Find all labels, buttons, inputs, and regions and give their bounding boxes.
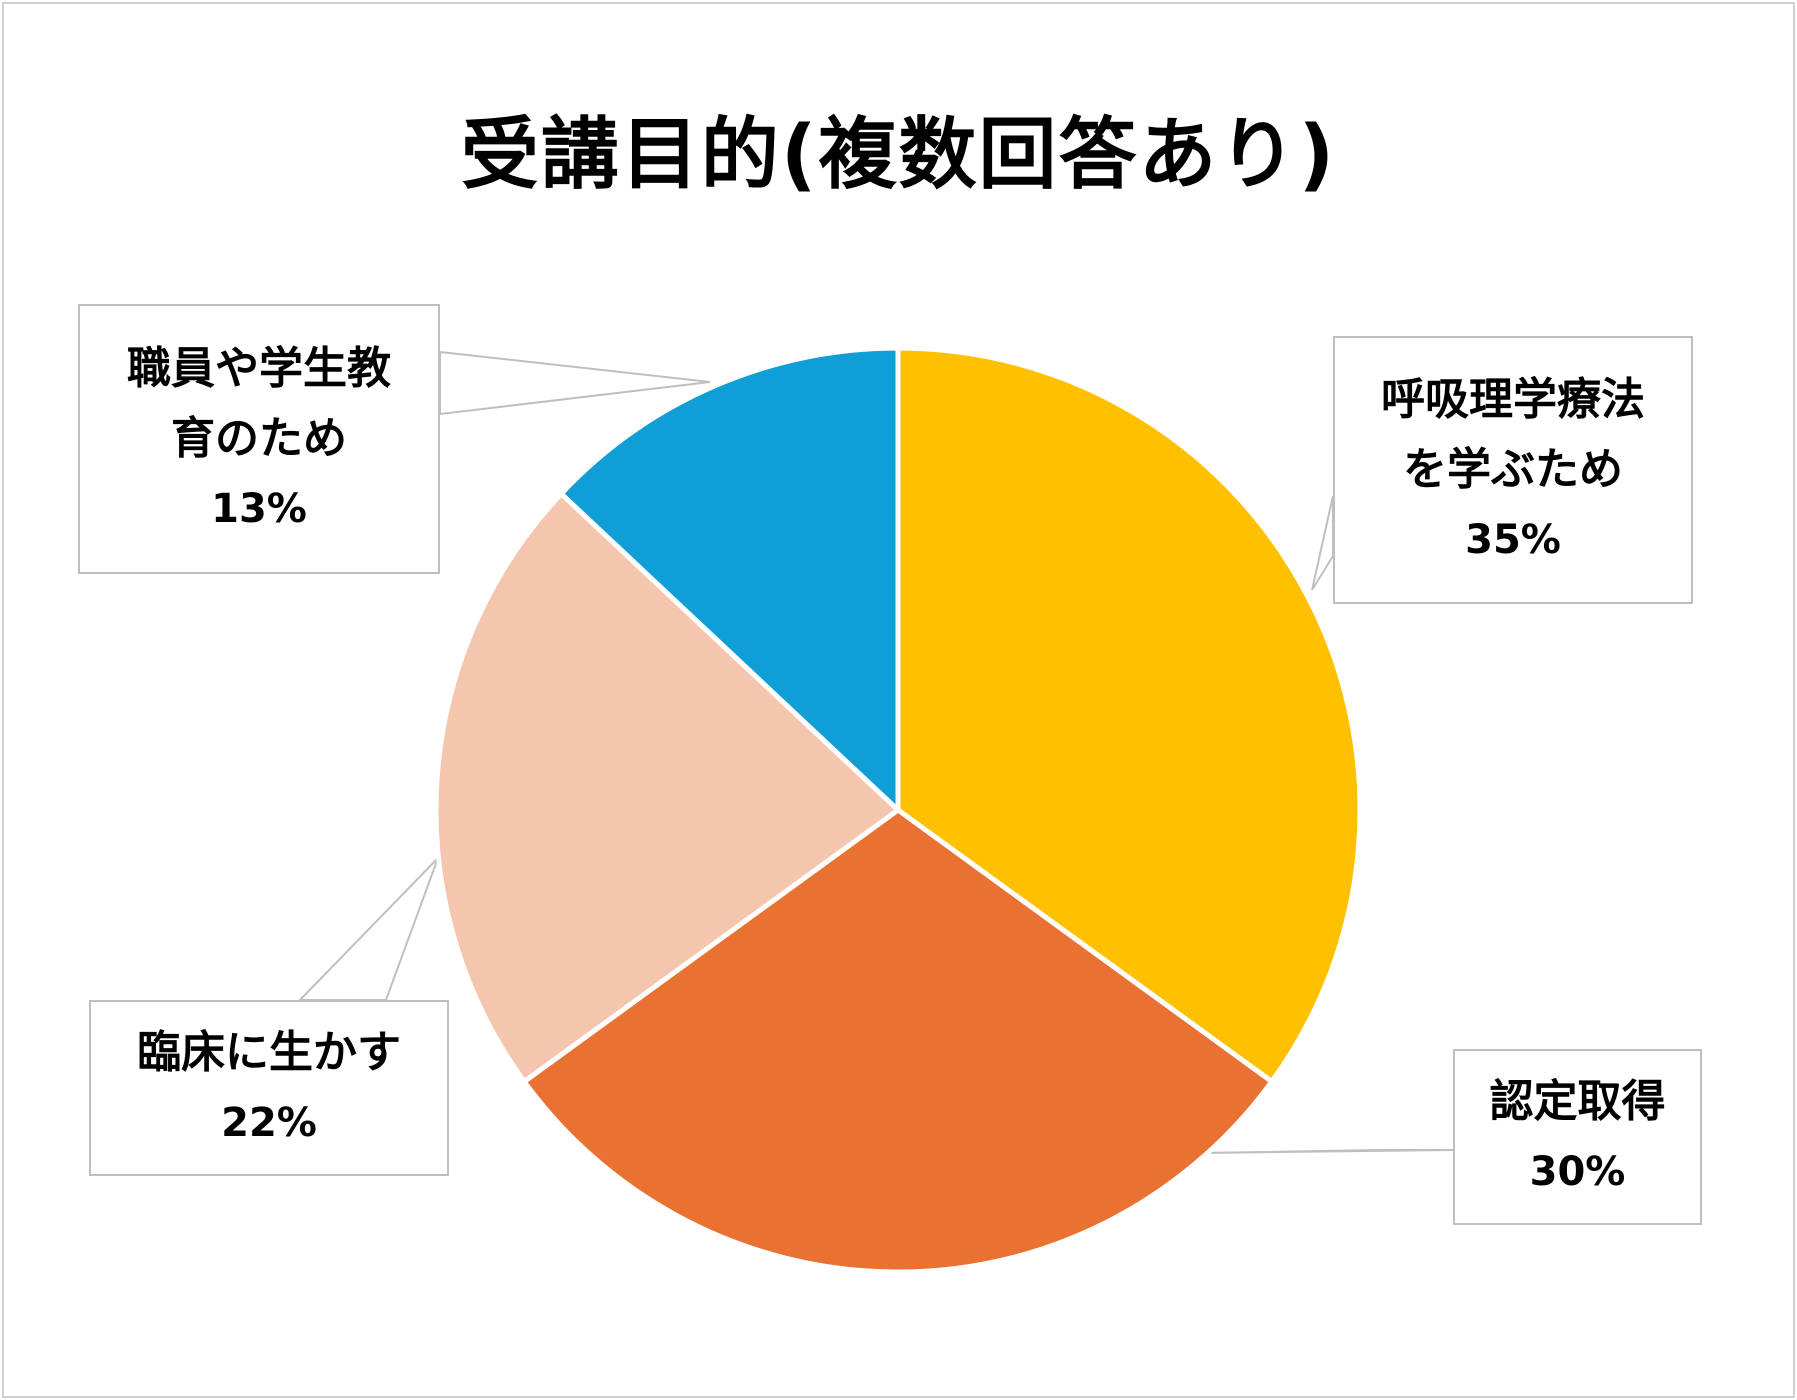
slice-label-line: 職員や学生教: [127, 343, 391, 394]
pie-slice-3: [558, 345, 901, 813]
slice-value-label: 30%: [1529, 1149, 1626, 1195]
pie-slice-0: [895, 345, 1363, 1085]
pie-slice-1: [521, 807, 1275, 1275]
callout-pointer-1: [1199, 1149, 1454, 1154]
slice-value-label: 35%: [1465, 517, 1561, 563]
pie-slice-2: [433, 491, 901, 1085]
slice-value-label: 22%: [221, 1100, 317, 1146]
slice-label-line: 呼吸理学療法: [1381, 374, 1645, 425]
slice-label-line: を学ぶため: [1403, 444, 1623, 495]
callout-pointer-3: [439, 350, 711, 416]
slice-label-line: 育のため: [171, 413, 347, 464]
callout-box-1: 認定取得 30%: [1453, 1049, 1702, 1225]
callout-box-3: 職員や学生教 育のため 13%: [78, 304, 440, 574]
slice-value-label: 13%: [211, 486, 307, 532]
slice-label-line: 臨床に生かす: [137, 1027, 401, 1078]
callout-pointer-0: [1311, 495, 1334, 591]
chart-title: 受講目的(複数回答あり): [460, 110, 1337, 200]
callout-box-0: 呼吸理学療法 を学ぶため 35%: [1333, 336, 1693, 604]
callout-box-2: 臨床に生かす 22%: [89, 1000, 449, 1176]
slice-label-line: 認定取得: [1489, 1076, 1666, 1127]
callout-pointer-2: [297, 857, 439, 1001]
